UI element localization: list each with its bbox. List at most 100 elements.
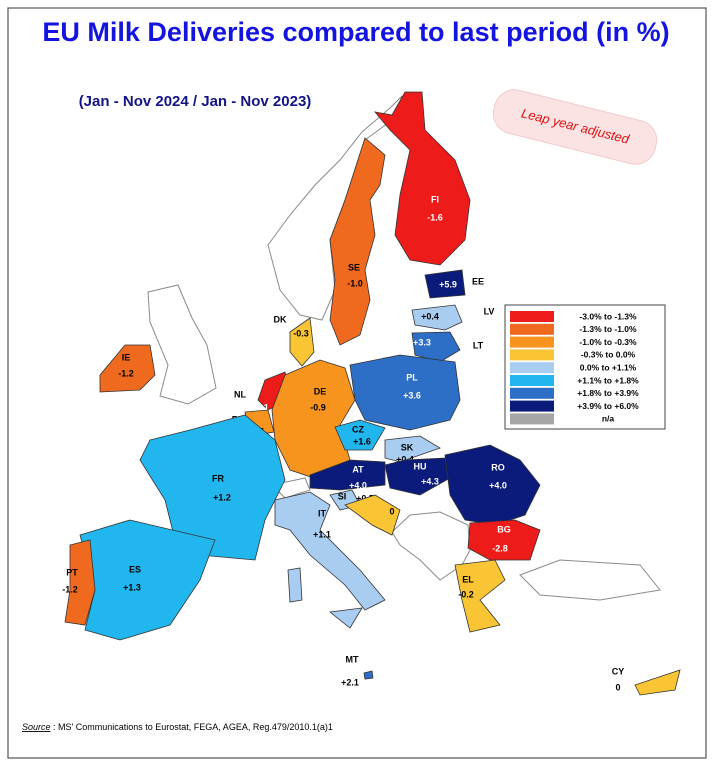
country-value: -2.1 (253, 402, 269, 412)
country-shape (373, 91, 471, 266)
country-shape (384, 435, 441, 463)
country-code: FR (212, 473, 224, 483)
country-code: MT (346, 654, 359, 664)
legend-label: -1.3% to -1.0% (579, 324, 637, 334)
country-value: 0 (615, 682, 620, 692)
country-value: -1.6 (427, 212, 443, 222)
country-code: DK (274, 314, 287, 324)
country-shape (411, 304, 463, 331)
country-code: RO (491, 462, 505, 472)
country-value: +3.3 (413, 337, 431, 347)
country-code: EE (472, 276, 484, 286)
country-value: -0.3 (293, 328, 309, 338)
badge-box (492, 89, 658, 165)
country-code: IE (122, 352, 131, 362)
country-shape (444, 444, 541, 526)
legend-label: +1.8% to +3.9% (577, 388, 639, 398)
country-value: +0.4 (421, 311, 439, 321)
legend-swatch (510, 413, 554, 425)
legend-label: +1.1% to +1.8% (577, 375, 639, 385)
country-code: SI (338, 491, 347, 501)
legend-label: -3.0% to -1.3% (579, 311, 637, 321)
country-value: +4.3 (421, 476, 439, 486)
legend-swatch (510, 387, 554, 399)
country-value: +2.1 (341, 677, 359, 687)
country-value: -0.2 (458, 589, 474, 599)
country-shape (411, 331, 461, 363)
country-shape (424, 269, 466, 299)
legend-swatch (510, 323, 554, 335)
country-value: +3.6 (403, 390, 421, 400)
country-value: -0.9 (310, 402, 326, 412)
country-shape (139, 414, 286, 561)
country-shape (79, 519, 216, 641)
legend-swatch (510, 400, 554, 412)
country-code: HU (414, 461, 427, 471)
country-shape (99, 344, 156, 393)
country-value: +0.4 (396, 454, 414, 464)
country-code: NL (234, 389, 246, 399)
legend-label: n/a (602, 414, 615, 424)
source-label: Source (22, 722, 51, 732)
legend-label: -1.0% to -0.3% (579, 337, 637, 347)
country-value: +4.0 (489, 480, 507, 490)
country-code: PL (406, 372, 418, 382)
country-shape (289, 317, 315, 367)
balkans-outline (391, 511, 471, 581)
country-code: CZ (352, 424, 364, 434)
title: EU Milk Deliveries compared to last peri… (42, 17, 669, 47)
country-value: +1.6 (353, 436, 371, 446)
country-code: SE (348, 262, 360, 272)
country-code: LT (473, 340, 484, 350)
country-shape (329, 137, 386, 346)
country-value: +1.3 (123, 582, 141, 592)
country-code: PT (66, 567, 78, 577)
legend-label: 0.0% to +1.1% (580, 362, 637, 372)
country-value: 0 (389, 506, 394, 516)
legend-label: -0.3% to 0.0% (581, 350, 636, 360)
country-value: -1.2 (118, 368, 134, 378)
country-shape (454, 559, 506, 633)
countries: FI -1.6 SE -1.0 EE +5.9 LV +0.4 LT +3.3 DK -0.3 IE -1… (62, 91, 681, 696)
country-shape (309, 459, 386, 491)
country-code: DE (314, 386, 327, 396)
country-value: +1.2 (213, 492, 231, 502)
country-shape (334, 419, 386, 451)
country-shape (349, 354, 461, 431)
country-value: -2.8 (492, 543, 508, 553)
uk-outline (147, 284, 217, 405)
country-value: -1.2 (62, 584, 78, 594)
country-shape (274, 491, 386, 629)
source: Source : MS' Communications to Eurostat,… (22, 722, 333, 732)
legend-swatch (510, 336, 554, 348)
country-value: +5.9 (439, 279, 457, 289)
country-code: IT (318, 508, 327, 518)
country-value: +1.1 (313, 529, 331, 539)
subtitle: (Jan - Nov 2024 / Jan - Nov 2023) (79, 93, 312, 110)
country-code: BG (497, 524, 511, 534)
legend-label: +3.9% to +6.0% (577, 401, 639, 411)
legend-swatch (510, 362, 554, 374)
country-code: CY (612, 666, 625, 676)
country-shape (634, 669, 681, 696)
country-shape (344, 494, 401, 536)
country-code: LV (484, 306, 495, 316)
country-code: SK (401, 442, 414, 452)
country-shape (363, 670, 374, 680)
country-shape (467, 519, 541, 561)
norway-outline (267, 95, 403, 321)
country-value: -1.0 (347, 278, 363, 288)
country-code: EL (462, 574, 474, 584)
legend-swatch (510, 311, 554, 322)
legend-swatch (510, 349, 554, 361)
country-code: ES (129, 564, 141, 574)
country-code: FI (431, 194, 439, 204)
legend-swatch (510, 375, 554, 386)
legend: -3.0% to -1.3% -1.3% to -1.0% -1.0% to -0.… (504, 304, 666, 430)
country-value: +4.0 (349, 480, 367, 490)
country-shape (64, 539, 96, 626)
turkey-outline (519, 559, 661, 601)
source-text: : MS' Communications to Eurostat, FEGA, … (51, 722, 333, 732)
